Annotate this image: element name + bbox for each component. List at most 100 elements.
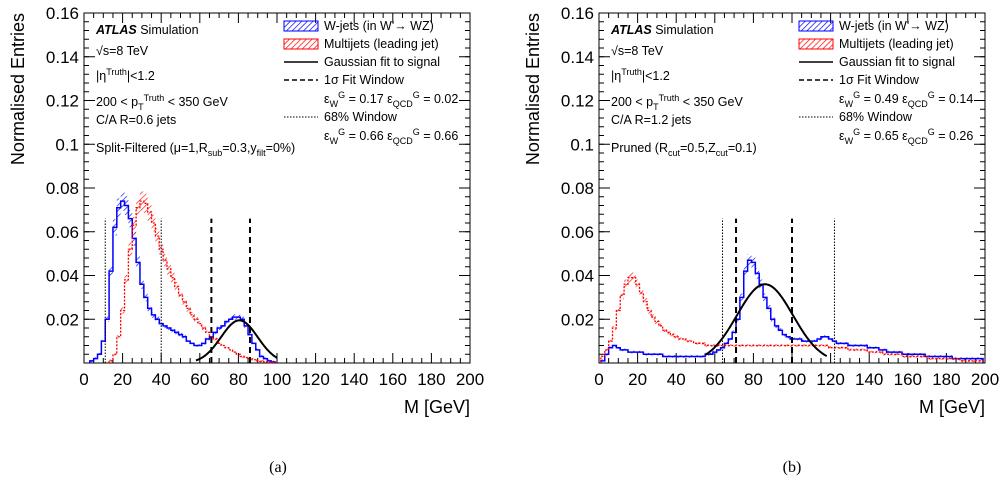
error-band-bin — [616, 307, 621, 314]
error-band-bin — [932, 357, 937, 360]
panel-caption: (a) — [269, 459, 287, 476]
error-band-bin — [174, 281, 179, 292]
error-band-bin — [627, 272, 632, 283]
error-band-bin — [975, 359, 980, 363]
x-tick-label: 20 — [113, 370, 132, 389]
x-tick-label: 180 — [417, 370, 445, 389]
error-band-bin — [736, 344, 740, 347]
error-band-bin — [194, 316, 198, 322]
error-band-bin — [213, 337, 218, 341]
y-tick-label: 0.1 — [570, 135, 594, 154]
error-band-bin — [631, 272, 636, 283]
panel-caption: (b) — [783, 459, 802, 476]
y-tick-label: 0.08 — [46, 179, 79, 198]
error-band-bin — [240, 355, 245, 358]
legend-swatch-multijets — [798, 38, 834, 50]
x-tick-label: 100 — [263, 370, 291, 389]
y-tick-label: 0.08 — [561, 179, 594, 198]
error-band-bin — [878, 350, 883, 354]
legend-label-68-window: 68% Window — [324, 110, 398, 124]
legend-label-68-window: 68% Window — [839, 110, 913, 124]
panel-a: 0 20 40 60 80 100 120 140 160 180 200 0.02 0.04 0.06 0… — [8, 4, 484, 476]
x-tick-label: 60 — [190, 370, 209, 389]
error-band-bin — [159, 242, 164, 257]
error-band-bin — [763, 344, 767, 347]
eta-label: |ηTruth​|<1.2 — [96, 67, 155, 83]
pt-label: 200 < pT​Truth​ < 350 GeV — [611, 93, 743, 112]
legend-label-gaussian: Gaussian fit to signal — [839, 55, 955, 69]
error-band-bin — [732, 344, 737, 347]
error-band-bin — [809, 344, 814, 347]
x-axis-title: M [GeV] — [919, 397, 985, 417]
series-wjets-histogram — [89, 200, 276, 363]
jets-label: C/A R=1.2 jets — [611, 113, 691, 127]
legend-fit-efficiency: εW​G​ = 0.17 εQCD​G​ = 0.02 — [324, 90, 458, 109]
x-tick-label: 120 — [301, 370, 329, 389]
legend-fit-efficiency: εW​G​ = 0.49 εQCD​G​ = 0.14 — [839, 90, 973, 109]
x-tick-label: 160 — [894, 370, 922, 389]
legend-label-wjets: W-jets (in W'→ WZ) — [324, 19, 434, 33]
error-band-bin — [147, 203, 152, 222]
x-tick-label: 140 — [340, 370, 368, 389]
series-multijets-histogram — [108, 200, 276, 363]
error-band-bin — [674, 335, 679, 339]
error-band-bin — [136, 198, 140, 218]
y-tick-label: 0.04 — [46, 267, 79, 286]
x-tick-label: 200 — [971, 370, 999, 389]
x-tick-label: 200 — [456, 370, 484, 389]
error-band-bin — [724, 344, 729, 347]
error-band-bin — [224, 346, 229, 349]
series-multijets-histogram — [600, 277, 984, 363]
y-tick-label: 0.1 — [55, 135, 79, 154]
legend-label-multijets: Multijets (leading jet) — [324, 37, 439, 51]
energy-label: √s=8 TeV — [611, 44, 664, 58]
error-band-bin — [263, 360, 268, 363]
x-tick-label: 180 — [932, 370, 960, 389]
error-band-bin — [813, 344, 818, 347]
y-tick-label: 0.04 — [561, 267, 594, 286]
error-band-bin — [139, 191, 144, 211]
error-band-bin — [766, 344, 771, 347]
legend-label-wjets: W-jets (in W'→ WZ) — [839, 19, 949, 33]
error-band-bin — [662, 328, 667, 333]
x-tick-label: 80 — [744, 370, 763, 389]
error-band-bin — [205, 330, 210, 335]
x-tick-label: 80 — [229, 370, 248, 389]
error-band-bin — [801, 344, 806, 347]
error-band-bin — [979, 359, 984, 363]
error-band-bin — [898, 352, 903, 356]
legend-swatch-wjets — [283, 20, 319, 32]
x-tick-label: 40 — [667, 370, 686, 389]
y-tick-label: 0.14 — [46, 48, 79, 67]
error-band-bin — [929, 357, 933, 360]
y-tick-label: 0.02 — [46, 310, 79, 329]
error-band-bin — [805, 344, 810, 347]
energy-label: √s=8 TeV — [96, 44, 149, 58]
legend-label-gaussian: Gaussian fit to signal — [324, 55, 440, 69]
x-tick-label: 0 — [594, 370, 603, 389]
error-band-bin — [236, 352, 241, 356]
gaussian-fit-curve — [195, 319, 278, 362]
y-tick-label: 0.16 — [46, 4, 79, 23]
atlas-label: ATLAS Simulation — [610, 23, 714, 37]
error-band-bin — [913, 355, 918, 358]
x-tick-label: 40 — [152, 370, 171, 389]
error-band-bin — [681, 337, 686, 341]
legend-label-fit-window: 1σ Fit Window — [839, 73, 920, 87]
legend-window-efficiency: εW​G​ = 0.66 εQCD​G​ = 0.66 — [324, 127, 458, 146]
x-tick-label: 0 — [79, 370, 88, 389]
legend-swatch-multijets — [283, 38, 319, 50]
x-tick-label: 120 — [816, 370, 844, 389]
error-band-bin — [828, 346, 833, 349]
gaussian-fit-curve — [704, 283, 828, 357]
atlas-label: ATLAS Simulation — [95, 23, 199, 37]
y-tick-label: 0.02 — [561, 310, 594, 329]
error-band-bin — [909, 355, 914, 358]
x-axis-title: M [GeV] — [404, 397, 470, 417]
error-band-bin — [124, 274, 129, 285]
error-band-bin — [251, 358, 256, 362]
y-tick-label: 0.16 — [561, 4, 594, 23]
algorithm-label: Split-Filtered (μ=1,Rsub​=0.3,yfilt​=0%) — [96, 141, 295, 158]
legend-label-multijets: Multijets (leading jet) — [839, 37, 954, 51]
error-band-bin — [770, 344, 775, 347]
